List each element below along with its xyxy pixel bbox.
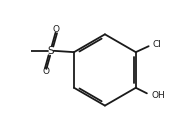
Text: O: O (53, 25, 60, 34)
Text: O: O (42, 67, 49, 76)
Text: OH: OH (152, 91, 165, 100)
Text: S: S (48, 46, 54, 56)
Text: Cl: Cl (153, 40, 162, 49)
